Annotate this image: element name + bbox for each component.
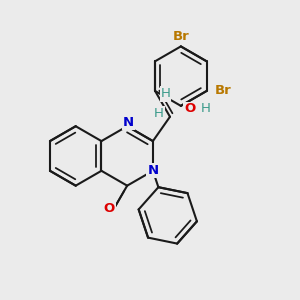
Text: H: H (160, 88, 170, 100)
Text: H: H (200, 102, 210, 115)
Text: H: H (154, 107, 164, 120)
Text: O: O (104, 202, 115, 215)
Text: N: N (147, 164, 158, 177)
Text: N: N (123, 116, 134, 129)
Text: Br: Br (172, 29, 189, 43)
Text: O: O (184, 102, 195, 115)
Text: Br: Br (214, 85, 231, 98)
